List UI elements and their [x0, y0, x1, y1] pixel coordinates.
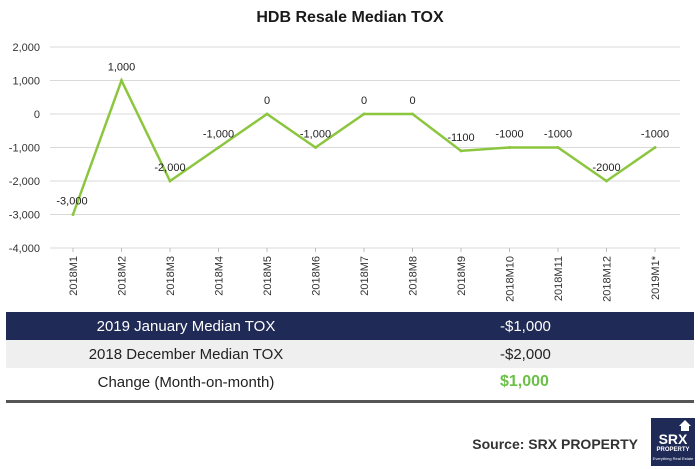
summary-row-december: 2018 December Median TOX -$2,000: [6, 340, 694, 368]
data-point: [411, 112, 414, 116]
y-tick-label: -4,000: [9, 243, 40, 255]
x-tick-layer: 2018M1 2018M2 2018M3 2018M4 2018M5 2018M6 2018…: [68, 248, 662, 302]
x-tick-label: 2018M5: [262, 256, 274, 296]
y-tick-label: -2,000: [9, 176, 40, 188]
data-label: -1000: [641, 129, 669, 141]
data-point: [168, 179, 172, 183]
data-label: -1000: [495, 129, 523, 141]
data-label: 0: [409, 95, 415, 107]
x-tick-label: 2018M2: [117, 256, 129, 296]
house-icon-body: [681, 426, 689, 431]
data-label: 0: [264, 95, 270, 107]
summary-label: Change (Month-on-month): [97, 373, 275, 391]
data-point: [459, 149, 463, 153]
data-point: [605, 179, 608, 183]
data-label: -3,000: [56, 196, 87, 208]
x-tick-label: 2019M1*: [650, 255, 662, 300]
logo-sub: PROPERTY: [656, 447, 690, 453]
grid-layer: [50, 46, 680, 249]
y-tick-label: -3,000: [9, 210, 40, 222]
data-point: [265, 112, 269, 116]
data-point: [314, 146, 317, 149]
source-note: Source: SRX PROPERTY: [472, 436, 638, 452]
x-tick-label: 2018M8: [408, 256, 420, 296]
y-tick-label: -1,000: [9, 143, 40, 155]
data-point: [508, 146, 511, 149]
data-point: [556, 146, 560, 149]
summary-table: 2019 January Median TOX -$1,000 2018 Dec…: [6, 312, 694, 396]
logo-tagline: Everything Real Estate: [652, 456, 694, 461]
summary-row-change: Change (Month-on-month) $1,000: [6, 368, 694, 396]
x-tick-label: 2018M11: [553, 256, 565, 301]
y-tick-label: 1,000: [12, 76, 40, 88]
data-label: -1000: [544, 129, 572, 141]
summary-row-january: 2019 January Median TOX -$1,000: [6, 312, 694, 340]
data-label-layer: -3,000 1,000 -2,000 -1,000 0 -1,000 0 0 -1100 -10…: [56, 62, 669, 208]
x-tick-label: 2018M3: [165, 256, 177, 296]
logo-brand: SRX: [658, 431, 688, 447]
x-tick-label: 2018M1: [68, 256, 80, 296]
x-tick-label: 2018M9: [456, 256, 468, 296]
y-tick-label: 2,000: [12, 42, 40, 54]
table-bottom-rule: [6, 400, 694, 403]
house-icon: [679, 420, 691, 426]
summary-label: 2018 December Median TOX: [88, 345, 284, 363]
data-label: -2000: [592, 162, 620, 174]
chart-title: HDB Resale Median TOX: [256, 9, 444, 26]
series-layer: [71, 77, 657, 216]
summary-change-value: $1,000: [500, 373, 549, 390]
data-point: [120, 79, 123, 82]
summary-value: -$2,000: [500, 345, 551, 363]
data-point: [71, 213, 75, 216]
data-point: [217, 146, 220, 149]
x-tick-label: 2018M7: [359, 256, 371, 296]
data-label: -1100: [447, 132, 474, 144]
srx-logo: SRX PROPERTY Everything Real Estate: [651, 418, 695, 466]
x-tick-label: 2018M4: [214, 256, 226, 296]
x-tick-label: 2018M12: [602, 256, 614, 302]
y-tick-label: 0: [34, 109, 40, 121]
line-chart: 2,000 1,000 0 -1,000 -2,000 -3,000 -4,000 2018…: [9, 42, 680, 302]
data-point: [653, 146, 657, 149]
x-tick-label: 2018M6: [311, 256, 323, 296]
data-label: 1,000: [108, 62, 136, 74]
data-label: -1,000: [203, 129, 234, 141]
data-label: -2,000: [154, 162, 185, 174]
data-point: [362, 112, 366, 116]
x-tick-label: 2018M10: [505, 256, 517, 302]
data-label: 0: [361, 95, 367, 107]
y-tick-layer: 2,000 1,000 0 -1,000 -2,000 -3,000 -4,000: [9, 42, 40, 255]
summary-label: 2019 January Median TOX: [96, 317, 276, 335]
summary-value: -$1,000: [500, 317, 551, 335]
data-label: -1,000: [300, 129, 331, 141]
